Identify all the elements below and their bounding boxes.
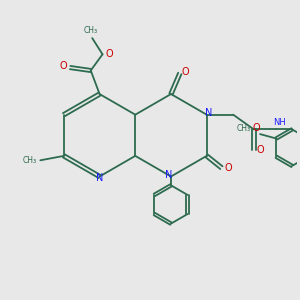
Text: N: N: [205, 108, 213, 118]
Text: O: O: [182, 67, 190, 77]
Text: CH₃: CH₃: [237, 124, 251, 133]
Text: CH₃: CH₃: [23, 156, 37, 165]
Text: N: N: [96, 173, 103, 183]
Text: NH: NH: [273, 118, 286, 127]
Text: O: O: [256, 145, 264, 155]
Text: O: O: [225, 163, 232, 173]
Text: CH₃: CH₃: [84, 26, 98, 35]
Text: O: O: [60, 61, 68, 71]
Text: O: O: [105, 49, 113, 59]
Text: O: O: [253, 123, 260, 133]
Text: N: N: [165, 170, 172, 180]
